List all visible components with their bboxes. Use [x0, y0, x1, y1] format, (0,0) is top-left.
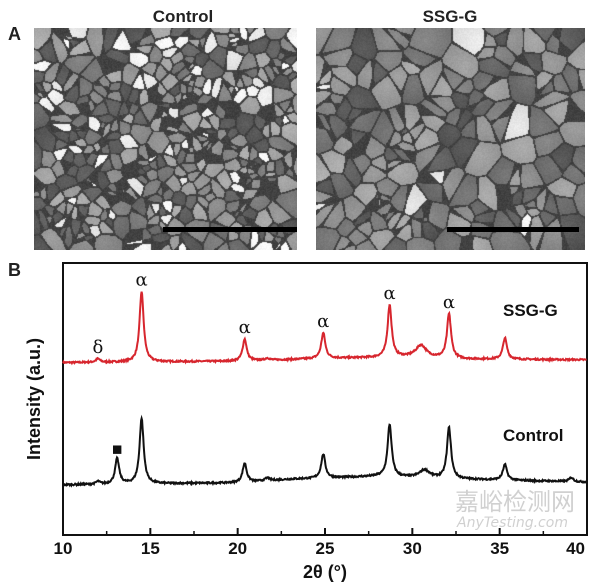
x-tick-label: 20	[228, 539, 247, 558]
sem-control-title: Control	[152, 7, 214, 26]
peak-label: ■	[112, 443, 122, 456]
sem-image-control	[34, 28, 297, 250]
sem-ssgg-title: SSG-G	[422, 7, 478, 26]
panel-a-label: A	[8, 24, 21, 44]
panel-b-label: B	[8, 260, 21, 280]
x-tick-label: 10	[54, 539, 73, 558]
xrd-series-control	[62, 414, 588, 488]
peak-label: δ	[93, 337, 104, 358]
series-label-control: Control	[503, 426, 563, 445]
scale-bar-control	[163, 227, 297, 232]
x-axis-label: 2θ (°)	[303, 562, 347, 582]
watermark-cn: 嘉峪检测网	[455, 488, 575, 516]
sem-image-ssgg	[316, 28, 585, 250]
x-tick-label: 25	[316, 539, 335, 558]
peak-label: α	[443, 292, 455, 313]
x-tick-label: 15	[141, 539, 160, 558]
scale-bar-ssgg	[447, 227, 579, 232]
peak-label: α	[384, 283, 396, 304]
peak-label: α	[317, 311, 329, 332]
peak-label: α	[136, 269, 148, 290]
xrd-series-ssg-g	[62, 291, 587, 366]
watermark-en: AnyTesting.com	[457, 515, 568, 531]
x-tick-label: 35	[490, 539, 509, 558]
peak-label: α	[239, 317, 251, 338]
series-label-ssgg: SSG-G	[503, 301, 558, 320]
x-tick-label: 30	[403, 539, 422, 558]
x-tick-label: 40	[566, 539, 585, 558]
y-axis-label: Intensity (a.u.)	[24, 338, 44, 460]
